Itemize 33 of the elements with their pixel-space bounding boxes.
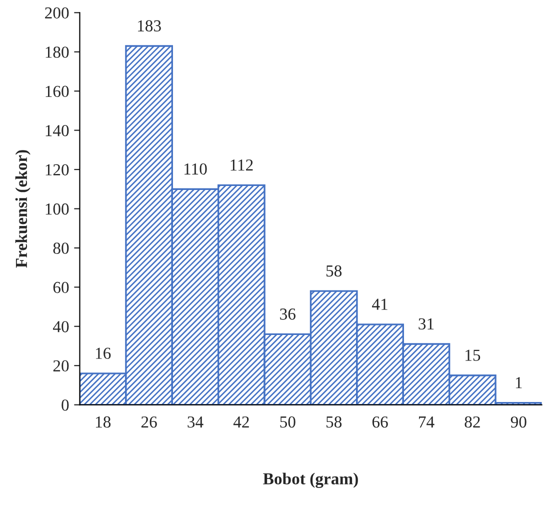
y-axis-title: Frekuensi (ekor) [15, 150, 30, 268]
x-tick-label: 42 [233, 416, 249, 428]
data-label: 110 [184, 163, 207, 175]
y-tick-label: 120 [46, 164, 69, 176]
x-tick-label: 34 [188, 416, 204, 428]
data-label: 183 [138, 20, 161, 32]
y-tick-label: 20 [53, 360, 69, 372]
data-label: 58 [326, 265, 342, 277]
y-tick-label: 200 [45, 7, 69, 19]
data-label: 41 [372, 298, 388, 310]
x-tick-label: 26 [141, 416, 157, 428]
x-tick-label: 66 [372, 416, 388, 428]
y-tick-label: 60 [53, 282, 69, 294]
data-label: 15 [466, 350, 480, 361]
y-tick-label: 0 [62, 400, 69, 411]
y-tick-label: 40 [52, 321, 69, 332]
data-label: 112 [230, 160, 253, 171]
x-tick-label: 50 [280, 416, 296, 428]
x-axis-title: Bobot (gram) [263, 472, 358, 488]
x-tick-label: 18 [96, 416, 111, 428]
data-label: 16 [96, 348, 111, 359]
data-label: 36 [280, 308, 296, 320]
y-tick-label: 140 [46, 124, 69, 136]
y-tick-label: 180 [46, 46, 69, 58]
x-tick-label: 82 [464, 416, 480, 428]
y-tick-label: 100 [46, 203, 69, 215]
y-tick-label: 80 [53, 242, 69, 254]
y-tick-label: 160 [46, 86, 69, 98]
x-tick-label: 74 [419, 416, 434, 428]
x-tick-label: 90 [510, 416, 526, 428]
data-label: 31 [418, 318, 434, 330]
data-label: 1 [516, 377, 522, 388]
x-tick-label: 58 [326, 416, 342, 428]
